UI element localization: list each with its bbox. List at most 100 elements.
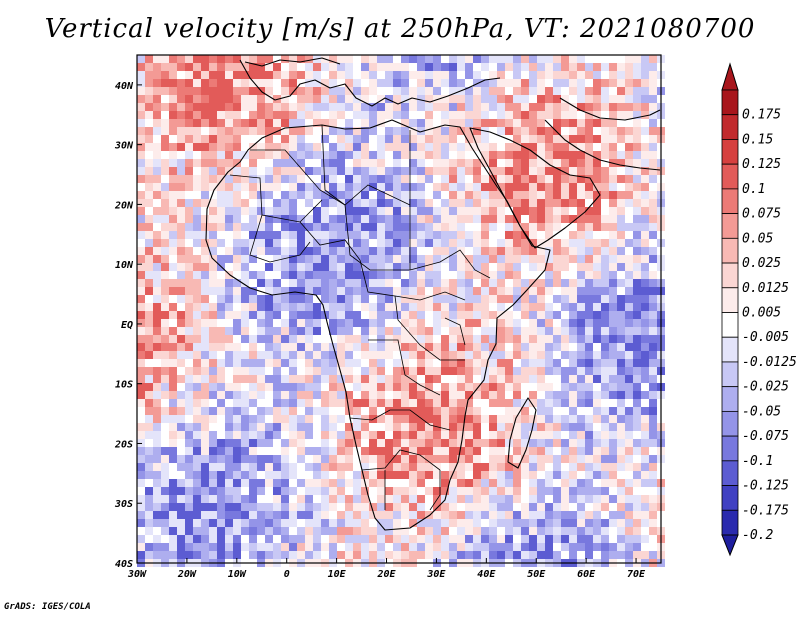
colorbar-label: 0.1	[742, 182, 765, 197]
field-cell	[297, 519, 305, 527]
field-cell	[585, 383, 593, 391]
field-cell	[217, 375, 225, 383]
field-cell	[585, 527, 593, 535]
field-cell	[393, 127, 401, 135]
field-cell	[217, 303, 225, 311]
field-cell	[313, 199, 321, 207]
field-cell	[505, 519, 513, 527]
field-cell	[265, 119, 273, 127]
field-cell	[457, 535, 465, 543]
field-cell	[513, 159, 521, 167]
field-cell	[601, 167, 609, 175]
field-cell	[441, 407, 449, 415]
field-cell	[649, 159, 657, 167]
field-cell	[361, 399, 369, 407]
field-cell	[505, 263, 513, 271]
field-cell	[521, 167, 529, 175]
field-cell	[209, 463, 217, 471]
field-cell	[433, 535, 441, 543]
field-cell	[585, 391, 593, 399]
field-cell	[345, 295, 353, 303]
field-cell	[217, 527, 225, 535]
field-cell	[297, 263, 305, 271]
field-cell	[145, 103, 153, 111]
field-cell	[473, 183, 481, 191]
field-cell	[313, 383, 321, 391]
field-cell	[609, 447, 617, 455]
field-cell	[561, 263, 569, 271]
field-cell	[641, 431, 649, 439]
field-cell	[177, 175, 185, 183]
field-cell	[177, 135, 185, 143]
field-cell	[177, 463, 185, 471]
field-cell	[425, 551, 433, 559]
field-cell	[257, 511, 265, 519]
field-cell	[409, 343, 417, 351]
field-cell	[153, 335, 161, 343]
field-cell	[569, 135, 577, 143]
field-cell	[569, 95, 577, 103]
field-cell	[161, 207, 169, 215]
field-cell	[505, 287, 513, 295]
field-cell	[649, 71, 657, 79]
field-cell	[241, 439, 249, 447]
colorbar-bottom-cap	[721, 534, 739, 557]
field-cell	[137, 503, 145, 511]
field-cell	[193, 79, 201, 87]
field-cell	[537, 127, 545, 135]
field-cell	[137, 327, 145, 335]
field-cell	[417, 215, 425, 223]
field-cell	[465, 487, 473, 495]
field-cell	[441, 207, 449, 215]
field-cell	[409, 447, 417, 455]
field-cell	[401, 407, 409, 415]
field-cell	[537, 399, 545, 407]
field-cell	[401, 247, 409, 255]
field-cell	[401, 463, 409, 471]
field-cell	[273, 359, 281, 367]
field-cell	[209, 479, 217, 487]
field-cell	[305, 463, 313, 471]
field-cell	[329, 199, 337, 207]
field-cell	[345, 223, 353, 231]
field-cell	[289, 375, 297, 383]
field-cell	[233, 495, 241, 503]
field-cell	[337, 383, 345, 391]
field-cell	[257, 183, 265, 191]
field-cell	[353, 79, 361, 87]
field-cell	[425, 263, 433, 271]
field-cell	[441, 95, 449, 103]
field-cell	[217, 495, 225, 503]
field-cell	[545, 151, 553, 159]
field-cell	[273, 503, 281, 511]
field-cell	[145, 127, 153, 135]
field-cell	[145, 439, 153, 447]
field-cell	[553, 519, 561, 527]
field-cell	[377, 191, 385, 199]
field-cell	[289, 143, 297, 151]
field-cell	[481, 279, 489, 287]
field-cell	[433, 135, 441, 143]
field-cell	[425, 103, 433, 111]
field-cell	[321, 135, 329, 143]
field-cell	[625, 535, 633, 543]
y-tick-label: 20N	[114, 200, 134, 211]
field-cell	[513, 455, 521, 463]
field-cell	[505, 143, 513, 151]
field-cell	[641, 63, 649, 71]
field-cell	[257, 535, 265, 543]
field-cell	[225, 447, 233, 455]
field-cell	[561, 159, 569, 167]
field-cell	[161, 447, 169, 455]
field-cell	[273, 455, 281, 463]
field-cell	[169, 191, 177, 199]
field-cell	[153, 423, 161, 431]
field-cell	[481, 543, 489, 551]
field-cell	[137, 143, 145, 151]
field-cell	[137, 295, 145, 303]
field-cell	[441, 391, 449, 399]
field-cell	[369, 239, 377, 247]
field-cell	[593, 167, 601, 175]
field-cell	[417, 255, 425, 263]
field-cell	[185, 127, 193, 135]
